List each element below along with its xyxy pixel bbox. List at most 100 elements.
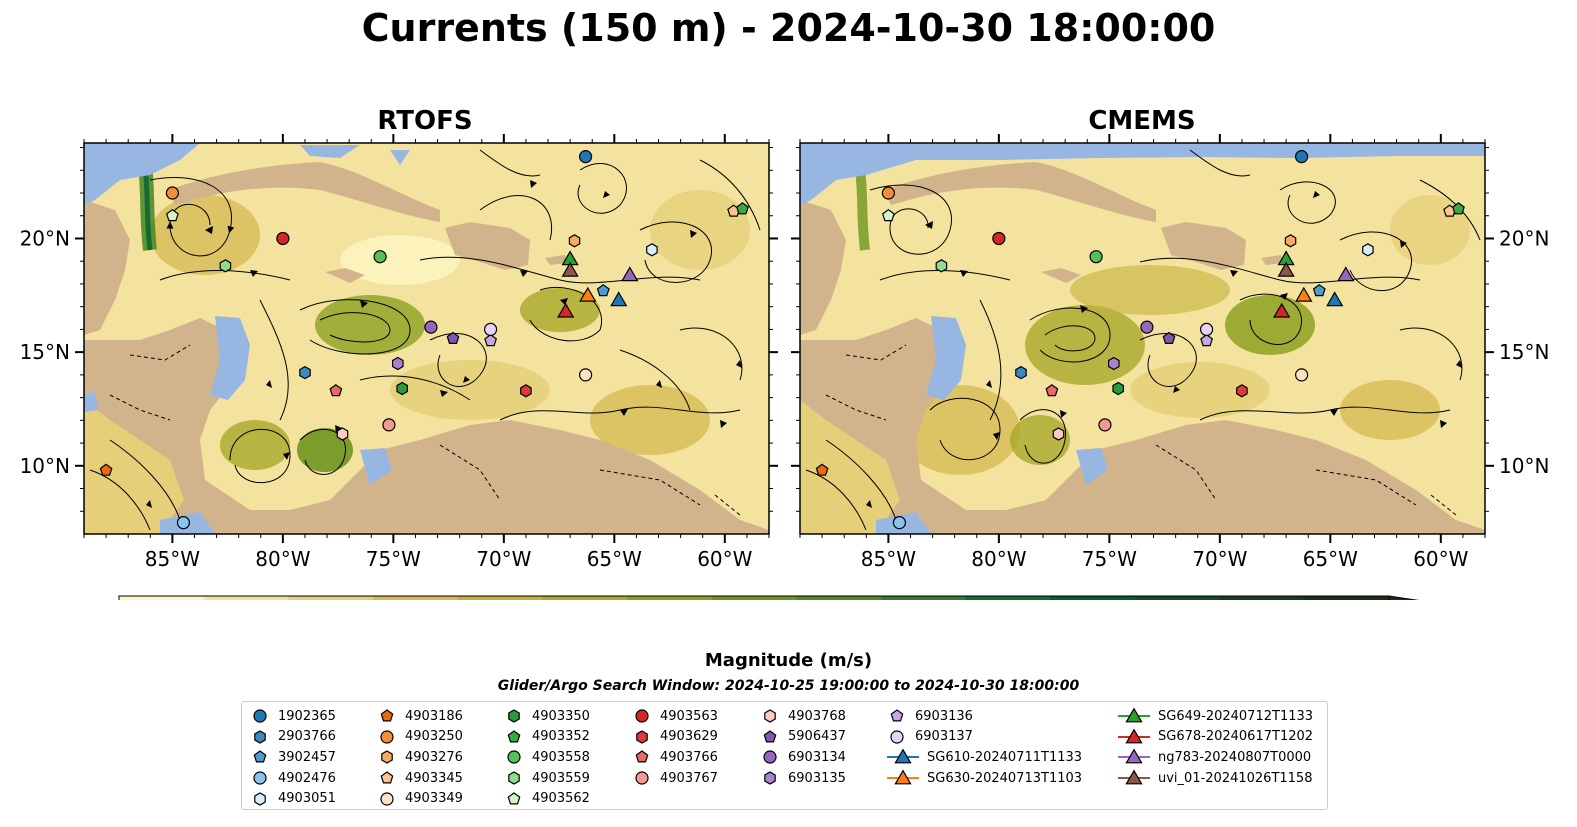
map-panel-rtofs bbox=[84, 143, 769, 534]
obs-marker-6903136 bbox=[484, 334, 498, 347]
colorbar-segment bbox=[1304, 596, 1390, 600]
legend-entry: 4903562 bbox=[504, 788, 590, 809]
panel-title-cmems: CMEMS bbox=[1088, 106, 1196, 136]
colorbar-segment bbox=[881, 596, 967, 600]
obs-marker-4903766 bbox=[329, 384, 343, 397]
obs-marker-5906437 bbox=[1162, 331, 1176, 344]
legend-label: 5906437 bbox=[788, 729, 846, 745]
legend-marker-icon bbox=[635, 709, 649, 723]
legend-label: SG630-20240713T1103 bbox=[927, 770, 1083, 786]
legend-entry: 4903352 bbox=[504, 727, 590, 748]
lat-tick-label: 20°N bbox=[20, 226, 70, 250]
legend-marker-icon bbox=[1118, 748, 1150, 764]
maps-figure: 85°W 80°W 75°W 70°W 65°W 60°W 20°N 15°N 10°N 85°… bbox=[20, 134, 1549, 600]
colorbar-segment bbox=[203, 596, 289, 600]
legend-entry: 4903629 bbox=[632, 727, 718, 748]
map-frame-rtofs: 85°W 80°W 75°W 70°W 65°W 60°W 20°N 15°N 10°N bbox=[20, 134, 778, 571]
obs-marker-4903558 bbox=[1089, 250, 1103, 264]
legend-marker-icon bbox=[380, 771, 394, 784]
legend-marker-icon bbox=[1118, 707, 1150, 723]
legend-label: uvi_01-20241026T1158 bbox=[1158, 770, 1313, 786]
obs-marker-6903137 bbox=[1199, 322, 1214, 337]
obs-marker-4903768 bbox=[336, 427, 349, 441]
legend-marker-icon bbox=[636, 730, 648, 744]
legend-marker bbox=[890, 730, 904, 744]
legend-marker bbox=[253, 750, 267, 763]
legend-entry: 4903768 bbox=[760, 706, 846, 727]
lon-tick-label: 70°W bbox=[476, 547, 531, 571]
land bbox=[800, 162, 1485, 534]
legend-marker bbox=[1125, 769, 1143, 785]
legend-entry: 1902365 bbox=[250, 706, 336, 727]
obs-marker-6903136 bbox=[1200, 334, 1214, 347]
lon-tick-label: 70°W bbox=[1192, 547, 1247, 571]
legend-marker bbox=[253, 709, 267, 723]
legend-entry: SG678-20240617T1202 bbox=[1118, 727, 1313, 748]
legend-entry: 4903767 bbox=[632, 768, 718, 789]
search-window-text: Glider/Argo Search Window: 2024-10-25 19… bbox=[497, 678, 1080, 694]
obs-marker-4903767 bbox=[382, 418, 396, 432]
legend-label: 4903562 bbox=[532, 791, 590, 807]
lon-tick-label: 60°W bbox=[1413, 547, 1468, 571]
legend-marker-icon bbox=[380, 792, 394, 806]
legend-marker-icon bbox=[764, 771, 776, 785]
legend-entry: 4902476 bbox=[250, 768, 336, 789]
obs-marker-6903135 bbox=[392, 356, 404, 371]
legend-label: 4903559 bbox=[532, 770, 590, 786]
map-border bbox=[83, 142, 770, 535]
obs-marker-4903276 bbox=[568, 234, 581, 248]
legend-marker bbox=[380, 730, 394, 744]
legend-label: 4903352 bbox=[532, 729, 590, 745]
lat-tick-label: 15°N bbox=[1499, 340, 1549, 364]
legend-entry: 4903558 bbox=[504, 747, 590, 768]
legend-label: 4903629 bbox=[660, 729, 718, 745]
obs-marker-4902476 bbox=[176, 516, 191, 530]
obs-marker-sg610-20240711t1133 bbox=[610, 291, 628, 307]
legend-entry: ng783-20240807T0000 bbox=[1118, 747, 1313, 768]
obs-marker-6903135 bbox=[1107, 356, 1120, 371]
colorbar-segment bbox=[627, 596, 713, 600]
obs-marker-4903559 bbox=[219, 259, 232, 273]
legend-entry: 5906437 bbox=[760, 727, 846, 748]
obs-marker-6903137 bbox=[483, 322, 498, 337]
legend-marker-icon bbox=[887, 748, 919, 764]
legend-marker bbox=[380, 771, 394, 784]
lat-tick-label: 20°N bbox=[1499, 226, 1549, 250]
obs-marker-ng783-20240807t0000 bbox=[1337, 266, 1355, 282]
colorbar: 0.00.20.40.60.81.01.21.4 bbox=[118, 595, 1420, 600]
legend-entry: 6903137 bbox=[887, 727, 1082, 748]
colorbar-segment bbox=[373, 596, 459, 600]
legend-entry: SG610-20240711T1133 bbox=[887, 747, 1082, 768]
obs-marker-4903349 bbox=[578, 368, 593, 382]
obs-marker-5906437 bbox=[446, 331, 460, 344]
obs-marker-4903051 bbox=[646, 243, 658, 257]
legend-marker-icon bbox=[507, 750, 521, 765]
legend-entry: SG649-20240712T1133 bbox=[1118, 706, 1313, 727]
obs-marker-4903349 bbox=[1294, 368, 1309, 382]
legend-marker bbox=[254, 730, 266, 744]
legend-marker-icon bbox=[254, 791, 266, 806]
legend-label: 6903137 bbox=[915, 729, 973, 745]
obs-marker-6903134 bbox=[424, 320, 438, 334]
obs-marker-sg678-20240617t1202 bbox=[557, 302, 575, 318]
legend-entry: 4903186 bbox=[377, 706, 463, 727]
legend-marker-icon bbox=[380, 709, 394, 722]
legend-label: 4903350 bbox=[532, 708, 590, 724]
legend-marker bbox=[254, 791, 266, 806]
legend-marker bbox=[635, 750, 649, 763]
obs-marker-3902457 bbox=[596, 284, 610, 297]
obs-marker-sg630-20240713t1103 bbox=[1295, 286, 1313, 302]
obs-marker-4903767 bbox=[1098, 418, 1112, 432]
legend-marker bbox=[636, 730, 648, 744]
legend-entry: SG630-20240713T1103 bbox=[887, 768, 1082, 789]
obs-marker-sg678-20240617t1202 bbox=[1273, 302, 1291, 318]
legend-marker-icon bbox=[763, 750, 777, 765]
map-frame-cmems: 85°W 80°W 75°W 70°W 65°W 60°W 20°N 15°N 10°N bbox=[791, 134, 1549, 571]
legend-label: 4903276 bbox=[405, 749, 463, 765]
legend-label: 6903136 bbox=[915, 708, 973, 724]
legend-entry: 4903559 bbox=[504, 768, 590, 789]
legend-column: 4903350 4903352 4903558 4903559 4903562 bbox=[504, 706, 590, 809]
legend-marker bbox=[253, 771, 267, 785]
legend-entry: 4903051 bbox=[250, 788, 336, 809]
lon-tick-label: 80°W bbox=[255, 547, 310, 571]
